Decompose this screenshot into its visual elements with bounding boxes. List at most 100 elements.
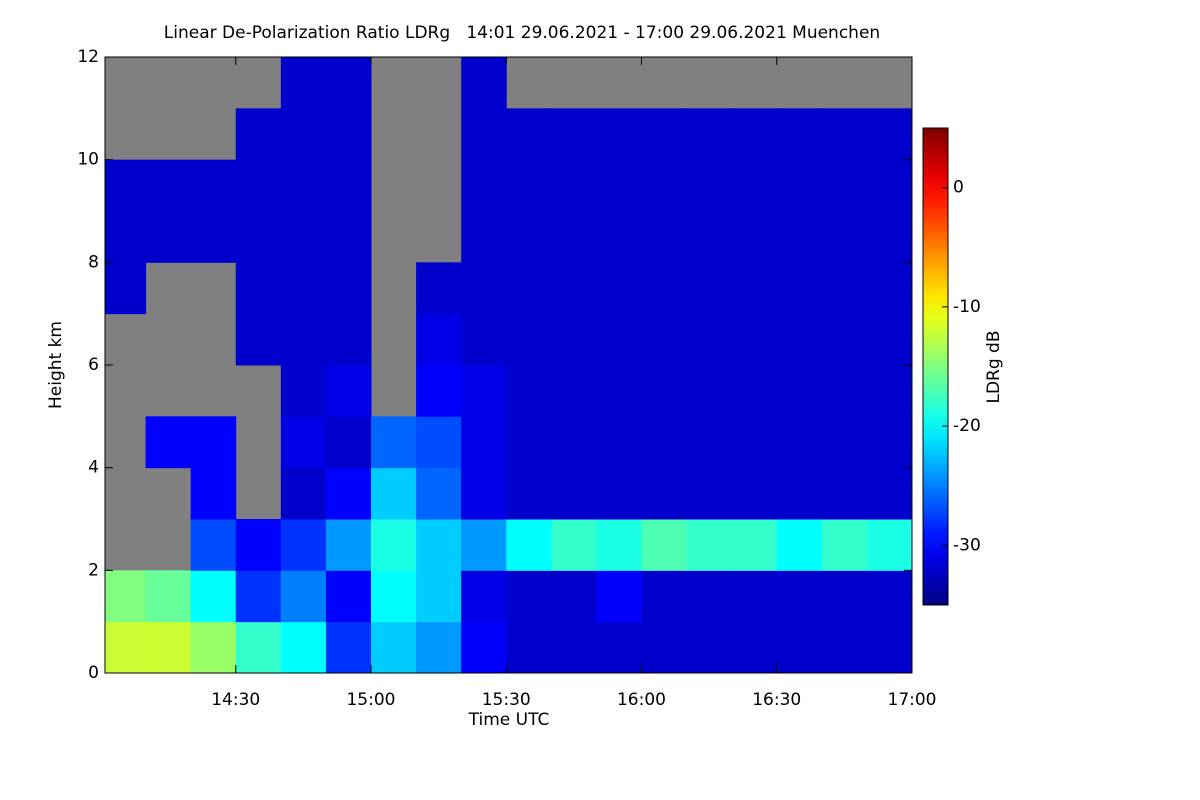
heat-cell bbox=[551, 621, 597, 674]
heat-cell bbox=[551, 108, 597, 161]
heat-cell bbox=[190, 621, 237, 674]
heat-cell bbox=[105, 621, 147, 674]
heat-cell bbox=[866, 262, 913, 315]
heat-cell bbox=[506, 467, 552, 520]
heat-cell bbox=[641, 519, 688, 571]
heat-cell bbox=[866, 416, 913, 469]
heat-cell bbox=[325, 211, 372, 263]
heat-cell bbox=[731, 108, 778, 161]
heat-cell bbox=[325, 365, 372, 417]
heat-cell bbox=[596, 570, 642, 623]
x-tick-label: 15:00 bbox=[346, 690, 395, 710]
heat-cell bbox=[821, 416, 868, 469]
heat-cell bbox=[235, 108, 282, 161]
heat-cell bbox=[596, 108, 642, 161]
heat-cell bbox=[370, 519, 417, 571]
heat-cell bbox=[461, 108, 507, 161]
heat-cell bbox=[416, 416, 462, 469]
heat-cell bbox=[325, 57, 372, 109]
heat-cell bbox=[596, 262, 642, 315]
heat-cell bbox=[866, 159, 913, 212]
heat-cell bbox=[416, 313, 462, 366]
heat-cell bbox=[506, 108, 552, 161]
heat-cell bbox=[686, 365, 733, 417]
heat-cell bbox=[866, 313, 913, 366]
heat-cell bbox=[370, 621, 417, 674]
heat-cell bbox=[461, 365, 507, 417]
heat-cell bbox=[325, 519, 372, 571]
heat-cell bbox=[235, 621, 282, 674]
heat-cell bbox=[551, 313, 597, 366]
heat-cell bbox=[416, 570, 462, 623]
heat-cell bbox=[235, 570, 282, 623]
heat-cell bbox=[190, 519, 237, 571]
heat-cell bbox=[506, 262, 552, 315]
heat-cell bbox=[596, 211, 642, 263]
heat-cell bbox=[731, 621, 778, 674]
heat-cell bbox=[461, 467, 507, 520]
heat-cell bbox=[596, 519, 642, 571]
heat-cell bbox=[325, 108, 372, 161]
y-tick-label: 10 bbox=[77, 150, 99, 170]
heat-cell bbox=[776, 621, 823, 674]
heat-cell bbox=[866, 519, 913, 571]
chart-title: Linear De-Polarization Ratio LDRg 14:01 … bbox=[164, 23, 880, 43]
heat-cell bbox=[145, 416, 192, 469]
heat-cell bbox=[686, 416, 733, 469]
heat-cell bbox=[731, 519, 778, 571]
heat-cell bbox=[280, 467, 327, 520]
colorbar-tick-label: -30 bbox=[953, 535, 981, 555]
heat-cell bbox=[776, 262, 823, 315]
heat-cell bbox=[821, 211, 868, 263]
heat-cell bbox=[731, 416, 778, 469]
heat-cell bbox=[325, 467, 372, 520]
heat-cell bbox=[866, 621, 913, 674]
heat-cell bbox=[105, 570, 147, 623]
heat-cell bbox=[190, 416, 237, 469]
heat-cell bbox=[821, 159, 868, 212]
heat-cell bbox=[551, 262, 597, 315]
heat-cell bbox=[821, 313, 868, 366]
heat-cell bbox=[866, 570, 913, 623]
heat-cell bbox=[190, 211, 237, 263]
heat-cell bbox=[776, 416, 823, 469]
heat-cell bbox=[190, 159, 237, 212]
heat-cell bbox=[145, 211, 192, 263]
heat-cell bbox=[280, 159, 327, 212]
heat-cell bbox=[776, 108, 823, 161]
y-tick-label: 0 bbox=[88, 663, 99, 683]
heat-cell bbox=[506, 211, 552, 263]
heat-cell bbox=[821, 108, 868, 161]
heat-cell bbox=[641, 159, 688, 212]
heat-cell bbox=[686, 211, 733, 263]
y-tick-label: 8 bbox=[88, 252, 99, 272]
heat-cell bbox=[731, 159, 778, 212]
heat-cell bbox=[686, 621, 733, 674]
heat-cell bbox=[105, 159, 147, 212]
heat-cell bbox=[235, 262, 282, 315]
heat-cell bbox=[866, 365, 913, 417]
heat-cell bbox=[686, 313, 733, 366]
heat-cell bbox=[776, 159, 823, 212]
heat-cell bbox=[190, 467, 237, 520]
heat-cell bbox=[416, 621, 462, 674]
heat-cell bbox=[821, 519, 868, 571]
heat-cell bbox=[506, 519, 552, 571]
heat-cell bbox=[280, 211, 327, 263]
colorbar bbox=[922, 127, 949, 606]
heat-cell bbox=[506, 313, 552, 366]
heat-cell bbox=[461, 262, 507, 315]
heat-cell bbox=[821, 262, 868, 315]
heat-cell bbox=[731, 365, 778, 417]
heat-cell bbox=[776, 365, 823, 417]
heat-cell bbox=[280, 108, 327, 161]
heat-cell bbox=[506, 365, 552, 417]
heat-cell bbox=[325, 621, 372, 674]
heat-cell bbox=[105, 211, 147, 263]
heat-cell bbox=[866, 211, 913, 263]
heat-cell bbox=[731, 313, 778, 366]
x-tick-label: 14:30 bbox=[211, 690, 260, 710]
heat-cell bbox=[280, 570, 327, 623]
heat-cell bbox=[416, 519, 462, 571]
